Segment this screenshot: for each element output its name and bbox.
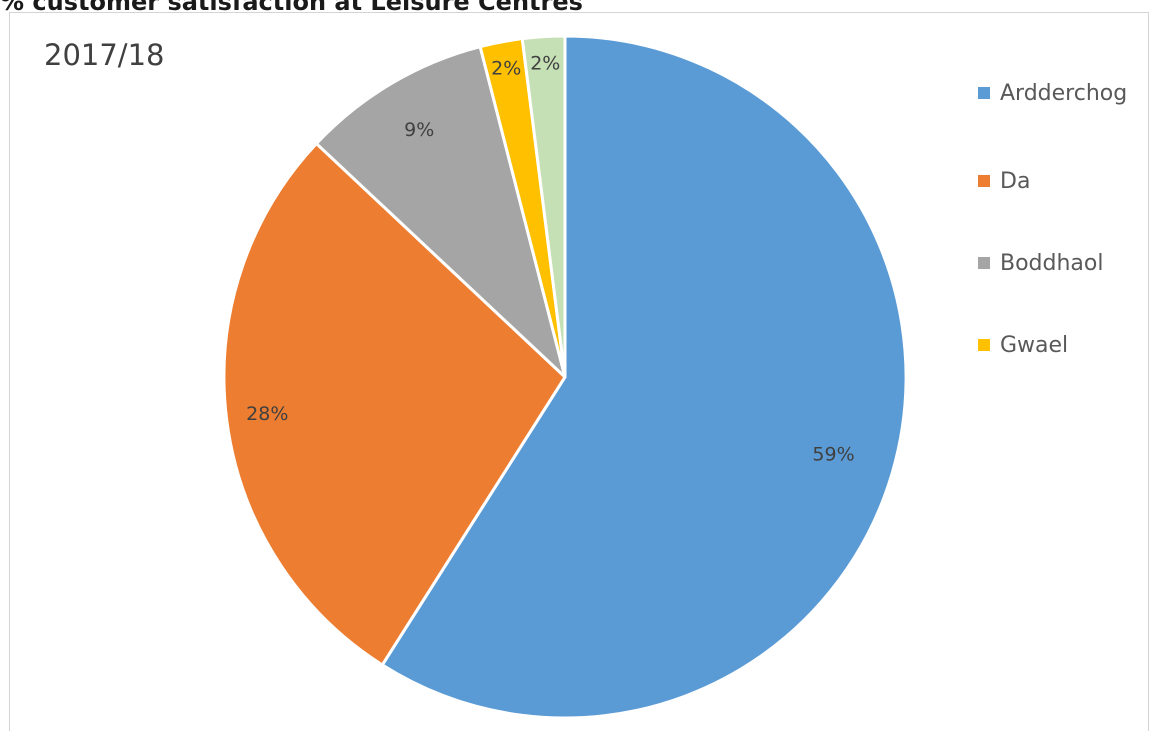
slice-label-4: 2% [491,57,521,79]
legend-label: Gwael [1000,333,1069,358]
legend-label: Boddhaol [1000,251,1104,276]
legend-label: Da [1000,169,1031,194]
legend-item-4: Gwael [978,330,1140,362]
legend-swatch [978,339,990,351]
legend-item-1: Ardderchog [978,78,1140,110]
slice-label-3: 9% [404,119,434,141]
chart-frame [9,12,1149,731]
chart-title: 2017/18 [44,38,165,72]
legend-swatch [978,257,990,269]
legend-swatch [978,87,990,99]
slice-label-5: 2% [530,52,560,74]
slice-label-1: 59% [812,444,854,466]
legend-swatch [978,175,990,187]
legend-item-3: Boddhaol [978,248,1140,280]
legend-item-2: Da [978,166,1140,198]
pie-slice-2 [222,142,567,667]
slice-label-2: 28% [246,403,288,425]
pie-slice-5 [520,34,567,379]
pie-slice-1 [380,34,908,720]
legend-label: Ardderchog [1000,81,1128,106]
pie-slice-3 [314,45,567,379]
